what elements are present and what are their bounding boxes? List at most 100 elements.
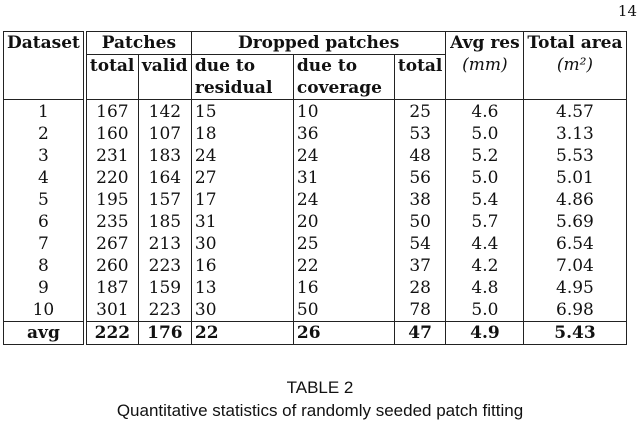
cell-avg-res: 5.0 [445, 167, 525, 189]
table-row: 9 187 159 13 16 28 4.8 4.95 [2, 277, 627, 299]
table-row: 7 267 213 30 25 54 4.4 6.54 [2, 233, 627, 255]
cell-avg-res: 4.6 [445, 99, 525, 123]
cell-dropped-total: 50 [393, 211, 447, 233]
cell-area: 6.98 [523, 299, 627, 322]
cell-area: 4.57 [523, 99, 627, 123]
cell-total: 220 [84, 167, 139, 189]
cell-area: 5.43 [523, 321, 627, 345]
table-row: 1 167 142 15 10 25 4.6 4.57 [2, 99, 627, 123]
cell-residual: 27 [190, 167, 294, 189]
cell-dropped-total: 53 [393, 123, 447, 145]
cell-dropped-total: 78 [393, 299, 447, 322]
table-row: 8 260 223 16 22 37 4.2 7.04 [2, 255, 627, 277]
statistics-table: Dataset Patches Dropped patches Avg res … [2, 31, 627, 345]
cell-total: 167 [84, 99, 139, 123]
cell-dropped-total: 47 [393, 321, 447, 345]
cell-area: 6.54 [523, 233, 627, 255]
cell-valid: 107 [137, 123, 192, 145]
table-row: 2 160 107 18 36 53 5.0 3.13 [2, 123, 627, 145]
table-row: 4 220 164 27 31 56 5.0 5.01 [2, 167, 627, 189]
cell-residual: 18 [190, 123, 294, 145]
header-dataset: Dataset [2, 31, 87, 100]
cell-dropped-total: 38 [393, 189, 447, 211]
table-caption: Quantitative statistics of randomly seed… [116, 401, 524, 420]
cell-coverage: 22 [292, 255, 395, 277]
cell-area: 5.69 [523, 211, 627, 233]
cell-avg-res: 5.0 [445, 123, 525, 145]
cell-dropped-total: 54 [393, 233, 447, 255]
cell-total: 187 [84, 277, 139, 299]
cell-total: 231 [84, 145, 139, 167]
cell-avg-res: 4.2 [445, 255, 525, 277]
cell-coverage: 10 [292, 99, 395, 123]
header-due-residual: due to residual [190, 54, 294, 100]
cell-avg-res: 4.4 [445, 233, 525, 255]
avg-res-unit: (mm) [462, 55, 508, 75]
header-patches-total: total [84, 54, 139, 100]
cell-residual: 30 [190, 233, 294, 255]
cell-avg-res: 5.0 [445, 299, 525, 322]
header-patches-valid: valid [137, 54, 192, 100]
cell-total: 260 [84, 255, 139, 277]
cell-residual: 22 [190, 321, 294, 345]
cell-residual: 17 [190, 189, 294, 211]
cell-coverage: 50 [292, 299, 395, 322]
cell-dataset: 4 [2, 167, 87, 189]
cell-residual: 24 [190, 145, 294, 167]
cell-dropped-total: 25 [393, 99, 447, 123]
cell-valid: 213 [137, 233, 192, 255]
cell-dataset: 1 [2, 99, 87, 123]
avg-res-label: Avg res [450, 33, 520, 53]
cell-area: 4.95 [523, 277, 627, 299]
cell-dataset: 2 [2, 123, 87, 145]
header-avg-res: Avg res (mm) [445, 31, 525, 100]
cell-total: 222 [84, 321, 139, 345]
cell-total: 195 [84, 189, 139, 211]
cell-residual: 30 [190, 299, 294, 322]
table-label: TABLE 2 [286, 378, 354, 397]
cell-total: 301 [84, 299, 139, 322]
cell-total: 235 [84, 211, 139, 233]
cell-dropped-total: 48 [393, 145, 447, 167]
cell-area: 5.53 [523, 145, 627, 167]
cell-valid: 176 [137, 321, 192, 345]
header-row-1: Dataset Patches Dropped patches Avg res … [2, 31, 627, 100]
table-row: 6 235 185 31 20 50 5.7 5.69 [2, 211, 627, 233]
header-dropped-patches: Dropped patches [190, 31, 447, 55]
cell-valid: 183 [137, 145, 192, 167]
header-total-area: Total area (m²) [523, 31, 627, 100]
cell-dropped-total: 28 [393, 277, 447, 299]
table-row-avg: avg 222 176 22 26 47 4.9 5.43 [2, 321, 627, 345]
cell-coverage: 16 [292, 277, 395, 299]
table-row: 5 195 157 17 24 38 5.4 4.86 [2, 189, 627, 211]
total-area-unit: (m²) [556, 55, 594, 75]
cell-valid: 185 [137, 211, 192, 233]
cell-valid: 164 [137, 167, 192, 189]
cell-coverage: 31 [292, 167, 395, 189]
cell-dataset: 9 [2, 277, 87, 299]
cell-residual: 15 [190, 99, 294, 123]
cell-residual: 31 [190, 211, 294, 233]
cell-dataset: 6 [2, 211, 87, 233]
table-row: 10 301 223 30 50 78 5.0 6.98 [2, 299, 627, 322]
cell-coverage: 24 [292, 189, 395, 211]
header-patches: Patches [84, 31, 192, 55]
cell-avg-res: 4.8 [445, 277, 525, 299]
cell-coverage: 24 [292, 145, 395, 167]
cell-coverage: 20 [292, 211, 395, 233]
cell-avg-res: 5.4 [445, 189, 525, 211]
cell-dataset: 7 [2, 233, 87, 255]
cell-valid: 223 [137, 255, 192, 277]
cell-avg-res: 4.9 [445, 321, 525, 345]
cell-dataset: 10 [2, 299, 87, 322]
cell-area: 4.86 [523, 189, 627, 211]
cell-area: 7.04 [523, 255, 627, 277]
cell-dataset: avg [2, 321, 87, 345]
cell-area: 5.01 [523, 167, 627, 189]
cell-area: 3.13 [523, 123, 627, 145]
cell-valid: 157 [137, 189, 192, 211]
cell-coverage: 26 [292, 321, 395, 345]
due-coverage-line1: due to [296, 56, 358, 76]
cell-valid: 142 [137, 99, 192, 123]
cell-dropped-total: 37 [393, 255, 447, 277]
